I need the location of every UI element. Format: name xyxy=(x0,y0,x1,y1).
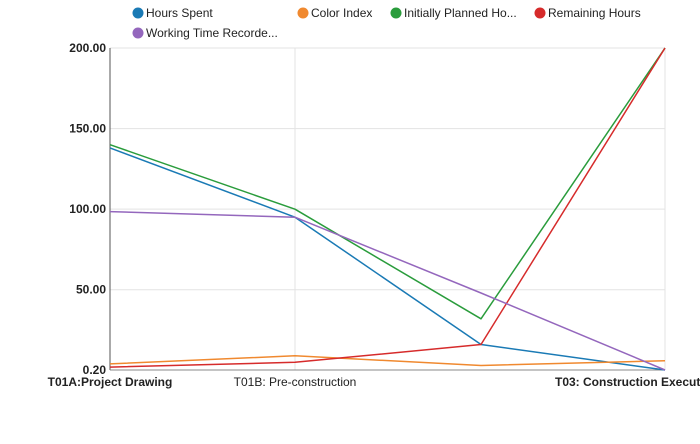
legend-label: Hours Spent xyxy=(146,6,213,20)
y-tick-label: 0.20 xyxy=(83,363,107,377)
legend-item[interactable]: Remaining Hours xyxy=(534,6,641,20)
legend-marker xyxy=(534,7,546,19)
axes xyxy=(109,48,665,371)
series-lines xyxy=(109,47,666,371)
series-line-hours-spent[interactable] xyxy=(109,147,666,371)
legend-item[interactable]: Color Index xyxy=(297,6,373,20)
series-line-initially-planned-ho[interactable] xyxy=(109,47,666,320)
legend-item[interactable]: Initially Planned Ho... xyxy=(390,6,517,20)
y-tick-label: 150.00 xyxy=(69,122,106,136)
series-line-remaining-hours[interactable] xyxy=(109,47,666,368)
legend-label: Color Index xyxy=(311,6,372,20)
legend-marker xyxy=(132,7,144,19)
legend-item[interactable]: Hours Spent xyxy=(132,6,214,20)
series-line-working-time-recorde[interactable] xyxy=(109,210,666,371)
legend-item[interactable]: Working Time Recorde... xyxy=(132,26,278,40)
x-tick-label: T01B: Pre-construction xyxy=(234,375,357,389)
x-tick-label: T03: Construction Execut xyxy=(555,375,700,389)
legend-marker xyxy=(132,27,144,39)
x-tick-label: T01A:Project Drawing xyxy=(48,375,173,389)
y-tick-label: 50.00 xyxy=(76,283,106,297)
legend-label: Working Time Recorde... xyxy=(146,26,278,40)
x-axis-ticks: T01A:Project Drawing T01B: Pre-constructi… xyxy=(48,375,700,389)
legend-marker xyxy=(390,7,402,19)
legend-marker xyxy=(297,7,309,19)
legend[interactable]: Hours Spent Color Index Initially Planned … xyxy=(132,6,641,40)
grid-lines xyxy=(110,47,666,371)
legend-label: Remaining Hours xyxy=(548,6,641,20)
series-line-color-index[interactable] xyxy=(109,355,666,367)
y-tick-label: 100.00 xyxy=(69,202,106,216)
legend-label: Initially Planned Ho... xyxy=(404,6,517,20)
y-tick-label: 200.00 xyxy=(69,41,106,55)
y-axis-ticks: 0.20 50.00 100.00 150.00 200.00 xyxy=(69,41,106,377)
